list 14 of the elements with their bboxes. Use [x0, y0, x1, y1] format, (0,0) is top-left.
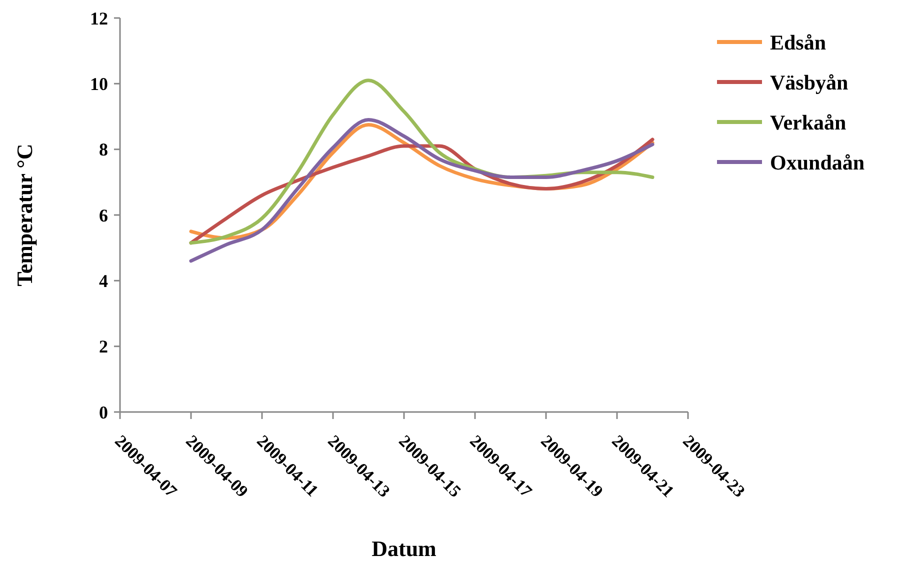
x-axis-title: Datum [372, 536, 436, 561]
y-tick-label: 10 [90, 74, 108, 94]
y-axis-title: Temperatur °C [12, 144, 37, 286]
legend-label: Oxundaån [770, 150, 865, 174]
y-tick-label: 12 [90, 8, 108, 28]
y-tick-label: 6 [99, 205, 108, 226]
line-series [189, 118, 654, 263]
legend-label: Verkaån [770, 110, 847, 134]
y-tick-label: 8 [99, 140, 108, 160]
y-tick-label: 2 [99, 336, 108, 357]
y-tick-label: 0 [99, 402, 108, 422]
legend-label: Edsån [770, 30, 826, 54]
legend-label: Väsbyån [770, 70, 849, 94]
y-tick-label: 4 [99, 270, 108, 291]
